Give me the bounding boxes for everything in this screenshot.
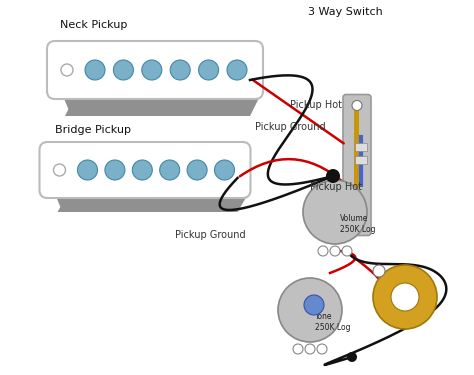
Circle shape <box>352 100 362 111</box>
Circle shape <box>304 295 324 315</box>
Circle shape <box>391 283 419 311</box>
Polygon shape <box>53 188 247 212</box>
Bar <box>355 143 367 151</box>
Text: Pickup Hot: Pickup Hot <box>310 182 362 192</box>
Circle shape <box>373 265 437 329</box>
Text: Bridge Pickup: Bridge Pickup <box>55 125 131 135</box>
Circle shape <box>342 246 352 256</box>
Text: Volume
250K Log: Volume 250K Log <box>340 214 375 234</box>
Circle shape <box>278 278 342 342</box>
Circle shape <box>293 344 303 354</box>
Circle shape <box>305 344 315 354</box>
Text: Tone
250K Log: Tone 250K Log <box>315 312 350 332</box>
Text: Pickup Ground: Pickup Ground <box>255 122 326 132</box>
Circle shape <box>352 219 362 230</box>
Polygon shape <box>57 195 247 212</box>
Circle shape <box>318 246 328 256</box>
Text: Pickup Hot: Pickup Hot <box>290 100 342 110</box>
Text: Neck Pickup: Neck Pickup <box>60 20 128 30</box>
Circle shape <box>317 344 327 354</box>
Text: 3 Way Switch: 3 Way Switch <box>308 7 383 17</box>
Circle shape <box>132 160 152 180</box>
FancyBboxPatch shape <box>343 94 371 236</box>
Circle shape <box>347 352 357 362</box>
Circle shape <box>326 169 340 183</box>
Circle shape <box>160 160 180 180</box>
Circle shape <box>199 60 219 80</box>
FancyBboxPatch shape <box>39 142 250 198</box>
Circle shape <box>61 64 73 76</box>
FancyBboxPatch shape <box>47 41 263 99</box>
Bar <box>355 156 367 164</box>
Polygon shape <box>60 89 260 113</box>
Circle shape <box>303 180 367 244</box>
Circle shape <box>54 164 65 176</box>
Circle shape <box>113 60 133 80</box>
Circle shape <box>170 60 190 80</box>
Text: Pickup Ground: Pickup Ground <box>175 230 246 240</box>
Bar <box>355 108 359 222</box>
Circle shape <box>187 160 207 180</box>
Circle shape <box>215 160 235 180</box>
Circle shape <box>142 60 162 80</box>
Circle shape <box>105 160 125 180</box>
Circle shape <box>330 246 340 256</box>
Circle shape <box>227 60 247 80</box>
Circle shape <box>85 60 105 80</box>
Circle shape <box>78 160 98 180</box>
Circle shape <box>373 265 385 277</box>
Polygon shape <box>65 96 260 116</box>
